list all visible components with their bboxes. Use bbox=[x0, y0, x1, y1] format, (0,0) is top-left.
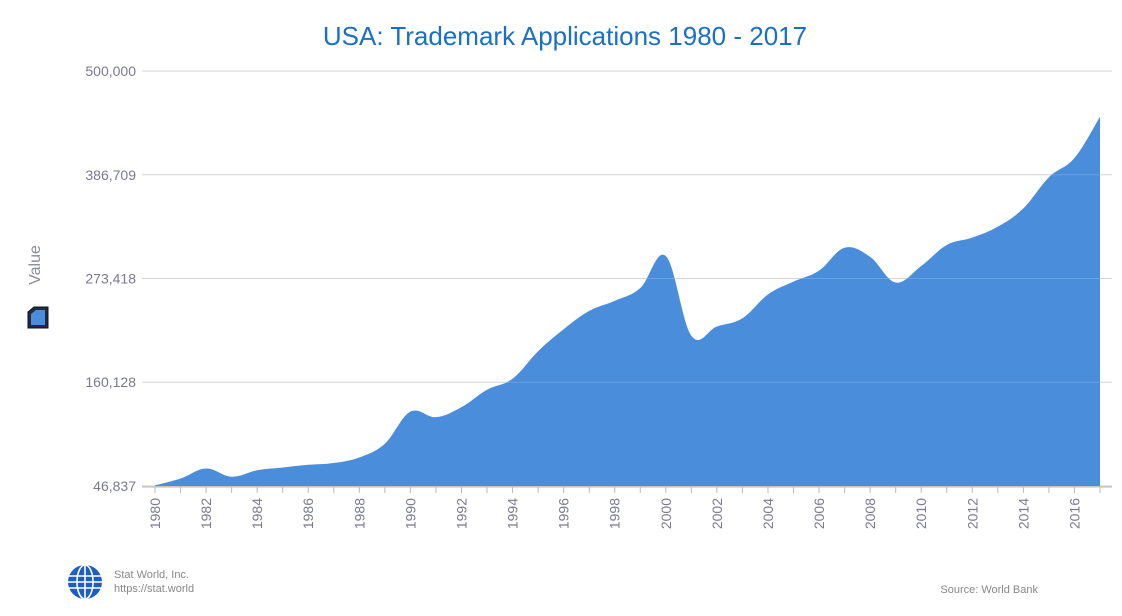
brand-name: Stat World, Inc. bbox=[114, 569, 189, 581]
data-point-2011 bbox=[945, 243, 949, 247]
area-series bbox=[155, 116, 1100, 487]
x-tick-label: 1984 bbox=[249, 498, 265, 529]
x-tick-label: 2004 bbox=[760, 498, 776, 529]
x-tick-label: 1998 bbox=[607, 498, 623, 529]
data-point-2016 bbox=[1072, 156, 1076, 160]
x-tick-label: 1996 bbox=[556, 498, 572, 529]
y-tick-label: 46,837 bbox=[93, 478, 136, 494]
x-tick-label: 2002 bbox=[709, 498, 725, 529]
data-point-1993 bbox=[485, 388, 489, 392]
data-point-1981 bbox=[179, 477, 183, 481]
source-credit: Source: World Bank bbox=[940, 584, 1038, 596]
x-tick-label: 2012 bbox=[964, 498, 980, 529]
data-point-1983 bbox=[230, 475, 234, 479]
x-tick-label: 2014 bbox=[1015, 498, 1031, 529]
chart-title: USA: Trademark Applications 1980 - 2017 bbox=[323, 21, 807, 51]
data-point-1998 bbox=[613, 299, 617, 303]
data-point-2004 bbox=[766, 292, 770, 296]
plot-area: 46,837 160,128 273,418 386,709 500,000 1980 19… bbox=[85, 63, 1112, 529]
data-point-2014 bbox=[1021, 206, 1025, 210]
export-icon[interactable] bbox=[27, 306, 49, 329]
y-tick-label: 160,128 bbox=[85, 374, 136, 390]
data-point-2007 bbox=[843, 246, 847, 250]
x-tick-label: 2006 bbox=[811, 498, 827, 529]
data-point-2009 bbox=[894, 281, 898, 285]
brand-url[interactable]: https://stat.world bbox=[114, 583, 195, 595]
data-point-1991 bbox=[434, 415, 438, 419]
data-point-1994 bbox=[511, 377, 515, 381]
data-point-2017 bbox=[1098, 115, 1102, 119]
data-point-2002 bbox=[715, 325, 719, 329]
data-point-2005 bbox=[792, 280, 796, 284]
y-tick-label: 386,709 bbox=[85, 167, 136, 183]
data-point-2000 bbox=[664, 254, 668, 258]
y-axis-title: Value bbox=[27, 245, 44, 285]
data-point-2001 bbox=[689, 334, 693, 338]
data-point-1995 bbox=[536, 349, 540, 353]
y-tick-label: 500,000 bbox=[85, 63, 136, 79]
data-point-1985 bbox=[281, 466, 285, 470]
x-tick-label: 1982 bbox=[198, 498, 214, 529]
data-point-2010 bbox=[919, 264, 923, 268]
x-tick-label: 1980 bbox=[147, 498, 163, 529]
x-tick-label: 2000 bbox=[658, 498, 674, 529]
globe-icon bbox=[68, 564, 102, 600]
y-tick-label: 273,418 bbox=[85, 271, 136, 287]
data-point-2012 bbox=[970, 236, 974, 240]
data-point-2003 bbox=[740, 316, 744, 320]
data-point-1988 bbox=[357, 455, 361, 459]
x-tick-label: 1988 bbox=[351, 498, 367, 529]
x-tick-label: 2010 bbox=[913, 498, 929, 529]
data-point-1990 bbox=[408, 410, 412, 414]
data-point-2008 bbox=[868, 255, 872, 259]
data-point-1997 bbox=[587, 309, 591, 313]
data-point-1987 bbox=[332, 461, 336, 465]
x-tick-label: 2016 bbox=[1066, 498, 1082, 529]
data-point-1992 bbox=[459, 405, 463, 409]
data-point-2013 bbox=[996, 225, 1000, 229]
data-point-1984 bbox=[255, 468, 259, 472]
data-point-1996 bbox=[562, 327, 566, 331]
data-point-2015 bbox=[1047, 175, 1051, 179]
x-tick-label: 2008 bbox=[862, 498, 878, 529]
data-point-1989 bbox=[383, 442, 387, 446]
brand: Stat World, Inc. https://stat.world bbox=[66, 563, 194, 601]
data-point-1999 bbox=[638, 286, 642, 290]
data-point-1986 bbox=[306, 463, 310, 467]
data-point-2006 bbox=[817, 269, 821, 273]
data-point-1982 bbox=[204, 466, 208, 470]
x-tick-label: 1992 bbox=[453, 498, 469, 529]
x-tick-label: 1994 bbox=[505, 498, 521, 529]
x-tick-label: 1990 bbox=[402, 498, 418, 529]
x-tick-label: 1986 bbox=[300, 498, 316, 529]
